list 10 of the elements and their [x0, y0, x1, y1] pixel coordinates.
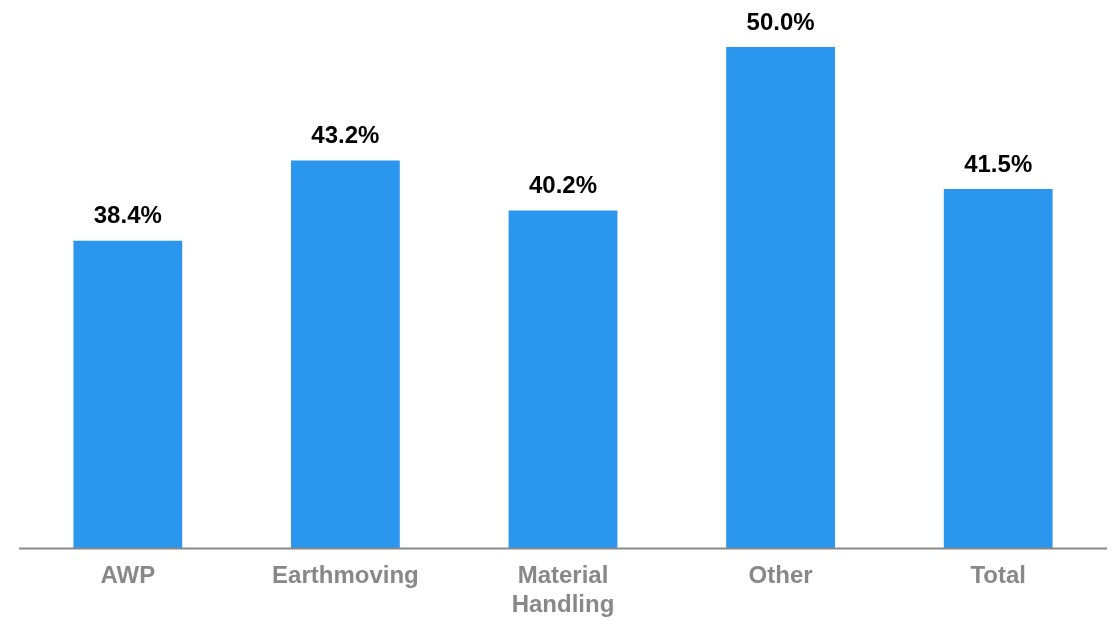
data-label: 38.4%: [93, 201, 162, 229]
x-tick-label: Other: [748, 561, 813, 589]
data-label: 40.2%: [528, 171, 598, 199]
x-tick-label: Material Handling: [511, 561, 615, 618]
data-label: 50.0%: [746, 7, 815, 35]
x-tick-label: AWP: [100, 561, 156, 589]
x-tick-label: Earthmoving: [272, 561, 419, 589]
data-label: 43.2%: [311, 121, 380, 149]
data-label: 41.5%: [964, 149, 1033, 177]
x-tick-label: Total: [970, 561, 1026, 589]
